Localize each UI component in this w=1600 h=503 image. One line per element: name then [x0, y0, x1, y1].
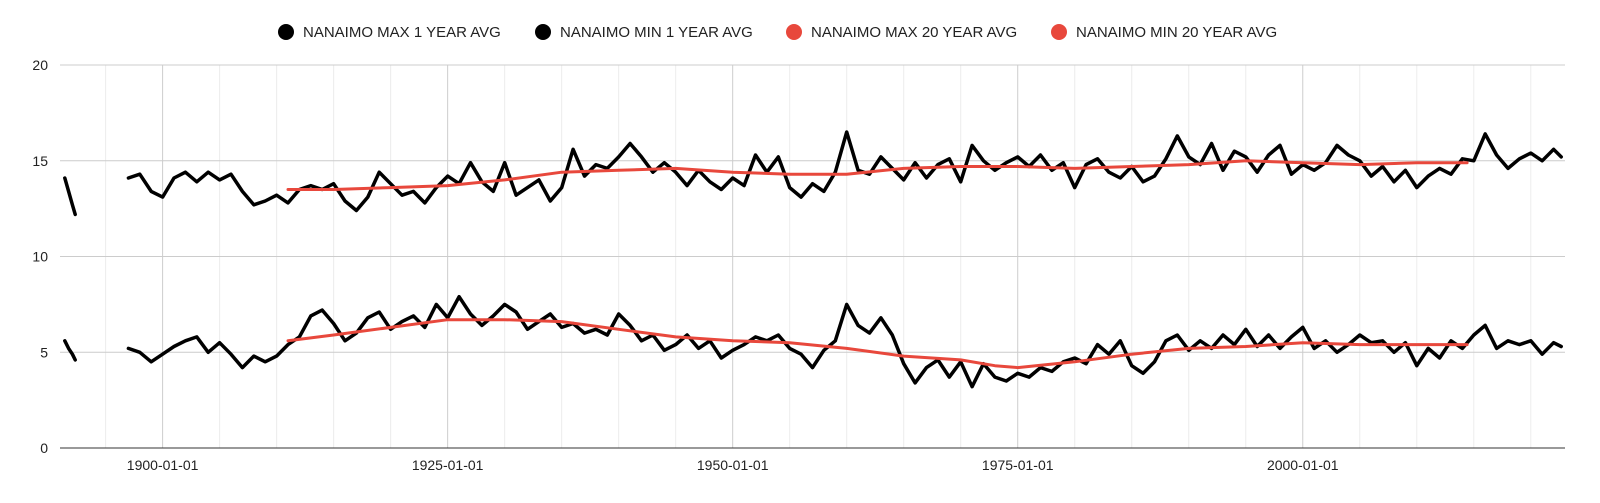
legend-marker	[1051, 24, 1067, 40]
series-line	[286, 159, 1469, 191]
y-tick-label: 0	[40, 440, 48, 456]
legend-label: NANAIMO MAX 20 YEAR AVG	[811, 24, 1017, 41]
legend: NANAIMO MAX 1 YEAR AVG NANAIMO MIN 1 YEAR…	[278, 24, 1277, 41]
x-tick-label: 1900-01-01	[127, 457, 199, 473]
legend-marker	[786, 24, 802, 40]
series-line	[63, 339, 77, 362]
legend-label: NANAIMO MIN 20 YEAR AVG	[1076, 24, 1277, 41]
legend-marker	[278, 24, 294, 40]
series-nanaimo-min-20-year-avg	[286, 318, 1469, 370]
series-line	[126, 130, 1563, 213]
axes: 0 5 10 15 20 1900-01-01 1925-01-01 1950-01-01 19…	[32, 57, 1565, 473]
y-tick-label: 5	[40, 344, 48, 360]
y-tick-label: 20	[32, 57, 48, 73]
x-tick-label: 1975-01-01	[982, 457, 1054, 473]
legend-item: NANAIMO MIN 1 YEAR AVG	[535, 24, 753, 41]
legend-marker	[535, 24, 551, 40]
legend-label: NANAIMO MIN 1 YEAR AVG	[560, 24, 753, 41]
x-tick-label: 2000-01-01	[1267, 457, 1339, 473]
series-nanaimo-min-1-year-avg	[63, 294, 1563, 389]
y-tick-label: 15	[32, 153, 48, 169]
series-nanaimo-max-20-year-avg	[286, 159, 1469, 191]
legend-label: NANAIMO MAX 1 YEAR AVG	[303, 24, 501, 41]
legend-item: NANAIMO MIN 20 YEAR AVG	[1051, 24, 1277, 41]
x-tick-label: 1950-01-01	[697, 457, 769, 473]
series-line	[126, 294, 1563, 389]
series-line	[63, 176, 77, 217]
series-line	[286, 318, 1469, 370]
gridlines	[60, 64, 1565, 448]
legend-item: NANAIMO MAX 20 YEAR AVG	[786, 24, 1017, 41]
legend-item: NANAIMO MAX 1 YEAR AVG	[278, 24, 501, 41]
x-tick-label: 1925-01-01	[412, 457, 484, 473]
series-layer	[63, 130, 1563, 389]
y-tick-label: 10	[32, 249, 48, 265]
